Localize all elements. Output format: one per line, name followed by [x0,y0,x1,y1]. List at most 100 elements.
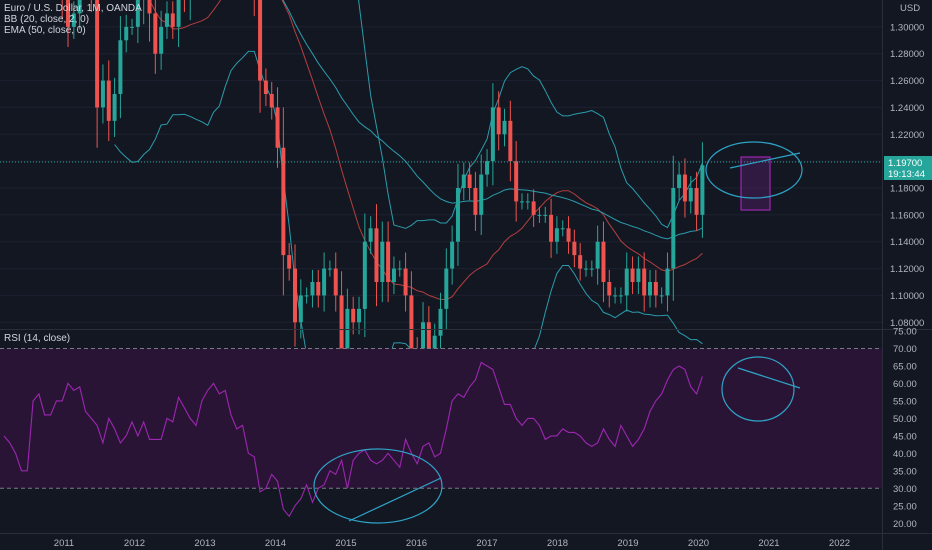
candle-body [269,94,274,108]
candle-body [688,188,693,202]
chart-legend: Euro / U.S. Dollar, 1M, OANDA BB (20, cl… [4,3,142,36]
candle-body [508,120,513,162]
candle-body [112,94,117,121]
candle-body [450,241,455,269]
price-tick-label: 1.18000 [890,184,924,195]
last-price-tag: 1.19700 19:13:44 [884,156,932,180]
year-tick-label: 2015 [335,538,356,549]
candle-body [176,0,181,27]
candle-body [595,241,600,269]
candle-body [374,228,379,282]
year-tick-label: 2018 [547,538,568,549]
bollinger-bands [114,0,703,463]
candle-body [164,13,169,27]
rsi-tick-label: 35.00 [893,466,917,477]
candle-body [554,228,559,242]
candle-body [490,107,495,162]
time-axis[interactable]: 2011 2012 2013 2014 2015 2016 2017 2018 2019 2020… [0,533,932,550]
candle-body [519,201,524,203]
price-tick-label: 1.12000 [890,264,924,275]
price-pane[interactable] [0,0,882,463]
price-tick-label: 1.24000 [890,103,924,114]
year-tick-label: 2014 [265,538,286,549]
bar-countdown: 19:13:44 [888,169,925,180]
year-tick-labels: 2011 2012 2013 2014 2015 2016 2017 2018 2019 2020… [54,538,850,549]
ema-line [282,0,703,240]
year-tick-label: 2011 [54,538,74,549]
rsi-tick-label: 55.00 [893,396,917,407]
price-tick-label: 1.14000 [890,237,924,248]
price-tick-label: 1.16000 [890,210,924,221]
ema-legend[interactable]: EMA (50, close, 0) [4,25,86,36]
candle-body [665,268,670,296]
candle-body [403,268,408,296]
candlestick-series [61,0,705,383]
candle-body [333,268,338,296]
candle-body [386,241,391,282]
rsi-tick-label: 20.00 [893,519,917,530]
rsi-annotation-circle-high [721,356,795,422]
candle-body [95,0,100,108]
rsi-pane[interactable]: RSI (14, close) [0,333,882,524]
bb-legend[interactable]: BB (20, close, 2, 0) [4,14,89,25]
price-axis[interactable]: USD 1.30000 1.28000 1.26000 1.24000 1.22000 1… [882,0,932,550]
candle-body [391,268,396,282]
price-annotation-circle [705,141,803,199]
candle-body [584,268,588,270]
candle-body [397,268,402,270]
candle-body [624,268,629,296]
price-tick-label: 1.08000 [890,318,924,329]
rsi-line [3,361,703,518]
candle-body [298,295,303,323]
candle-body [642,268,647,296]
rsi-tick-label: 70.00 [893,344,917,355]
bb-basis [148,0,703,300]
year-tick-label: 2020 [688,538,709,549]
candle-body [159,26,164,54]
candle-body [339,295,344,350]
rsi-legend[interactable]: RSI (14, close) [4,333,70,344]
candle-body [357,308,362,323]
symbol-title[interactable]: Euro / U.S. Dollar, 1M, OANDA [4,3,142,14]
candle-body [671,188,676,269]
candle-body [589,268,594,270]
candle-body [281,147,286,256]
candle-body [304,295,309,297]
candle-body [106,80,111,121]
candle-body [461,174,466,188]
candle-body [409,295,414,350]
price-tick-label: 1.22000 [890,130,924,141]
rsi-annotation-circle-low [313,448,443,524]
candle-body [514,161,519,202]
rsi-trendline-low [348,477,442,522]
candle-body [566,228,571,242]
candle-body [630,268,635,282]
rsi-trendline-high [737,367,801,389]
candle-body [549,214,554,242]
candle-body [421,322,426,363]
candle-body [467,174,472,188]
candle-body [473,188,478,215]
candle-body [327,268,332,270]
candle-body [700,165,705,215]
year-tick-label: 2013 [194,538,215,549]
year-tick-label: 2021 [758,538,779,549]
candle-body [636,268,641,282]
candle-body [380,241,385,282]
candle-body [444,268,449,309]
candle-body [124,26,129,41]
candle-body [118,40,123,94]
candle-body [502,120,507,135]
candle-body [653,282,658,296]
candle-body [578,255,583,269]
candle-body [316,282,321,296]
rsi-tick-label: 45.00 [893,431,917,442]
rsi-tick-label: 25.00 [893,501,917,512]
price-tick-label: 1.26000 [890,76,924,87]
candle-body [153,13,158,54]
highlight-box [740,156,771,211]
rsi-tick-label: 50.00 [893,414,917,425]
candle-body [66,0,71,27]
candle-body [648,282,653,296]
